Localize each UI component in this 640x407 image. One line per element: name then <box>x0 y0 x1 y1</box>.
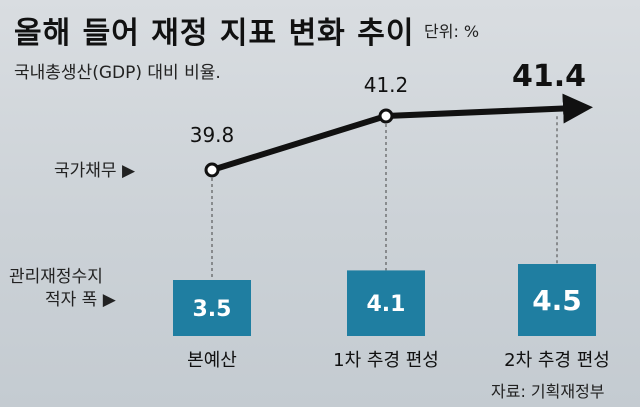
debt-label-0: 39.8 <box>190 123 235 147</box>
series-label-deficit-line2: 적자 폭 ▶ <box>45 290 116 310</box>
bar-label-1: 4.1 <box>367 292 406 317</box>
unit-label: 단위: % <box>424 22 480 41</box>
debt-label-1: 41.2 <box>364 73 409 97</box>
chart-title: 올해 들어 재정 지표 변화 추이 <box>14 16 415 51</box>
category-label-0: 본예산 <box>187 350 237 371</box>
series-label-debt: 국가채무 ▶ <box>54 161 136 181</box>
source-note: 자료: 기획재정부 <box>491 382 605 401</box>
bar-0 <box>173 280 251 336</box>
debt-point-1 <box>378 108 394 124</box>
bar-2 <box>518 264 596 336</box>
bar-label-2: 4.5 <box>532 284 582 317</box>
debt-point-0 <box>204 162 220 178</box>
bar-label-0: 3.5 <box>193 297 232 322</box>
category-label-2: 2차 추경 편성 <box>504 350 610 371</box>
category-label-1: 1차 추경 편성 <box>333 350 439 371</box>
series-label-deficit-line1: 관리재정수지 <box>9 267 103 287</box>
chart-subtitle: 국내총생산(GDP) 대비 비율. <box>14 63 221 83</box>
bar-1 <box>347 270 425 336</box>
debt-label-2: 41.4 <box>512 59 586 94</box>
